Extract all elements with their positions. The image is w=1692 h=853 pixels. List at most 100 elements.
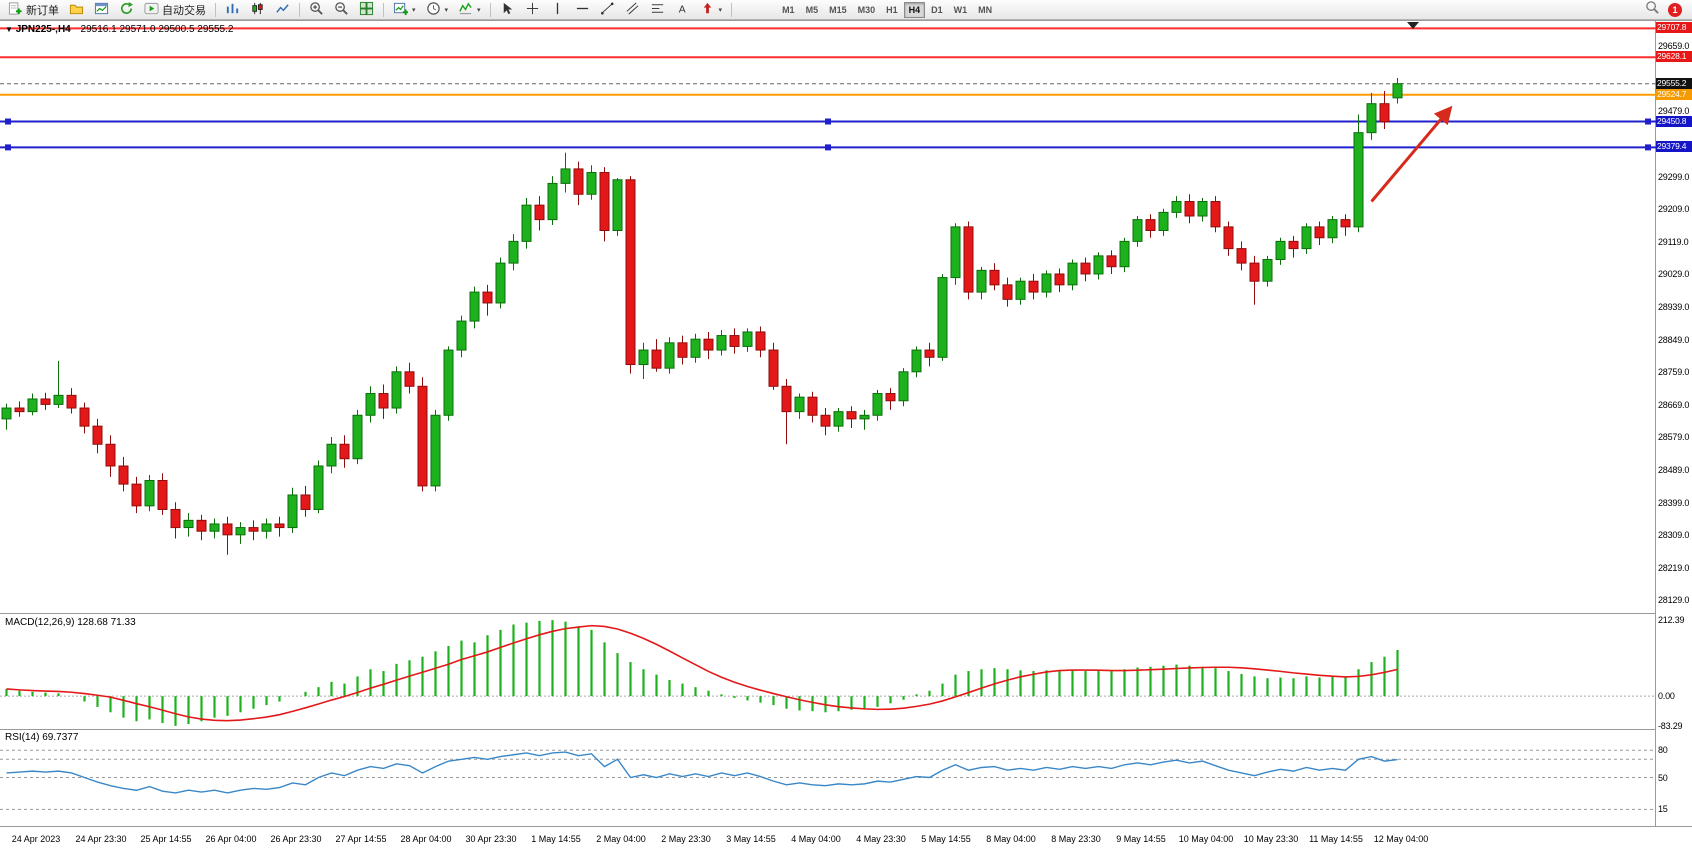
period-dropdown[interactable]: ▾ (422, 1, 453, 19)
candle-body (1249, 262, 1260, 282)
refresh-button[interactable] (115, 1, 138, 19)
candle-body (950, 226, 961, 279)
support-line-29379-handle[interactable] (5, 144, 11, 151)
new-order-button[interactable]: 新订单 (4, 1, 63, 19)
support-line-29379-handle[interactable] (825, 144, 831, 151)
price-axis-label: 28759.0 (1658, 367, 1690, 378)
support-line-29379-handle[interactable] (1645, 144, 1651, 151)
time-axis-label: 12 May 04:00 (1373, 834, 1429, 844)
candle-body (313, 465, 324, 510)
candle-body (547, 182, 558, 221)
text-icon: A (675, 1, 690, 19)
trendline-icon (600, 1, 615, 19)
time-axis[interactable]: 24 Apr 2023 24 Apr 23:30 25 Apr 14:55 26 Ap… (0, 827, 1656, 853)
rsi-line (6, 751, 1398, 794)
price-axis[interactable]: 29659.0 29479.0 29299.0 29209.0 29119.0 29029… (1656, 0, 1692, 853)
timeframe-button-H1[interactable]: H1 (881, 2, 903, 18)
candle-body (1080, 262, 1091, 275)
crosshair-button[interactable] (521, 1, 544, 19)
charts-window-button[interactable] (90, 1, 113, 19)
candle-body (339, 443, 350, 460)
time-axis-label: 25 Apr 14:55 (140, 834, 192, 844)
timeframe-button-M15[interactable]: M15 (824, 2, 852, 18)
indicators-dropdown[interactable]: ▾ (454, 1, 485, 19)
tile-windows-button[interactable] (355, 1, 378, 19)
candle-body (963, 226, 974, 293)
chart-shift-marker[interactable] (1407, 22, 1419, 29)
profiles-button[interactable] (65, 1, 88, 19)
trend-arrow[interactable] (1370, 105, 1453, 203)
candle-body (482, 291, 493, 304)
trendline-button[interactable] (596, 1, 619, 19)
crosshair-icon (525, 1, 540, 19)
chart-plus-icon (393, 1, 408, 19)
candle-body (235, 527, 246, 536)
arrows-dropdown[interactable]: ▾ (696, 1, 727, 19)
price-axis-label: 29119.0 (1658, 236, 1689, 247)
symbol-period-label: JPN225-,H4 (15, 24, 71, 35)
main-toolbar: 新订单 自动交易 ▾ ▾ ▾ A ▾ M1 M5 M15 M30 H1 H4 D1 W1 MN … (0, 0, 1692, 20)
channel-button[interactable] (621, 1, 644, 19)
candle-body (1041, 273, 1052, 293)
candle-body (560, 168, 571, 184)
candle-body (1314, 226, 1325, 239)
candle-body (729, 335, 740, 347)
candle-body (1197, 201, 1208, 217)
candle-body (40, 398, 51, 405)
candle-body (1145, 219, 1156, 231)
support-line-29450-handle[interactable] (5, 118, 11, 125)
candle-body (417, 385, 428, 487)
timeframe-button-M5[interactable]: M5 (801, 2, 824, 18)
text-button[interactable]: A (671, 1, 694, 19)
fibonacci-icon (650, 1, 665, 19)
candle-body (287, 494, 298, 529)
price-axis-label: 29029.0 (1658, 269, 1690, 280)
timeframe-button-MN[interactable]: MN (973, 2, 997, 18)
candle-body (404, 371, 415, 387)
candle-body (794, 396, 805, 413)
autotrading-button[interactable]: 自动交易 (140, 1, 210, 19)
search-icon[interactable] (1645, 0, 1660, 20)
vertical-line-button[interactable] (546, 1, 569, 19)
candle-body (1366, 103, 1377, 134)
candlestick-chart-button[interactable] (246, 1, 269, 19)
candle-body (755, 331, 766, 351)
timeframe-button-M1[interactable]: M1 (777, 2, 800, 18)
timeframe-button-H4[interactable]: H4 (903, 1, 926, 18)
candle-body (989, 269, 1000, 286)
clock-icon (426, 1, 441, 19)
line-chart-button[interactable] (271, 1, 294, 19)
chart-title-overlay: ▼ JPN225-,H4 29516.1 29571.0 29500.5 295… (5, 24, 233, 35)
macd-axis-label: 0.00 (1658, 691, 1675, 702)
collapse-triangle-icon[interactable]: ▼ (5, 25, 13, 34)
zoom-out-button[interactable] (330, 1, 353, 19)
macd-axis-label: -83.29 (1658, 721, 1683, 731)
price-axis-label: 28579.0 (1658, 432, 1690, 443)
price-axis-label: 29209.0 (1658, 204, 1690, 215)
candle-body (1275, 240, 1286, 260)
support-line-29450-handle[interactable] (825, 118, 831, 125)
timeframe-button-W1[interactable]: W1 (949, 2, 973, 18)
notification-badge[interactable]: 1 (1668, 2, 1682, 17)
new-chart-dropdown[interactable]: ▾ (389, 1, 420, 19)
timeframe-button-D1[interactable]: D1 (926, 2, 948, 18)
candle-body (300, 494, 311, 510)
horizontal-line-button[interactable] (571, 1, 594, 19)
candle-body (14, 407, 25, 413)
timeframe-button-M30[interactable]: M30 (853, 2, 881, 18)
fibonacci-button[interactable] (646, 1, 669, 19)
candle-body (703, 338, 714, 351)
bar-chart-button[interactable] (221, 1, 244, 19)
support-line-29450-handle[interactable] (1645, 118, 1651, 125)
price-tag-label: 29707.8 (1656, 22, 1692, 34)
candle-body (365, 393, 376, 416)
candle-body (105, 443, 116, 467)
cursor-button[interactable] (496, 1, 519, 19)
bar-chart-icon (225, 1, 240, 19)
candle-body (924, 349, 935, 358)
time-axis-label: 26 Apr 04:00 (205, 834, 257, 844)
toolbar-right-group: 1 (1645, 0, 1688, 20)
zoom-in-button[interactable] (305, 1, 328, 19)
price-axis-label: 28669.0 (1658, 399, 1690, 410)
